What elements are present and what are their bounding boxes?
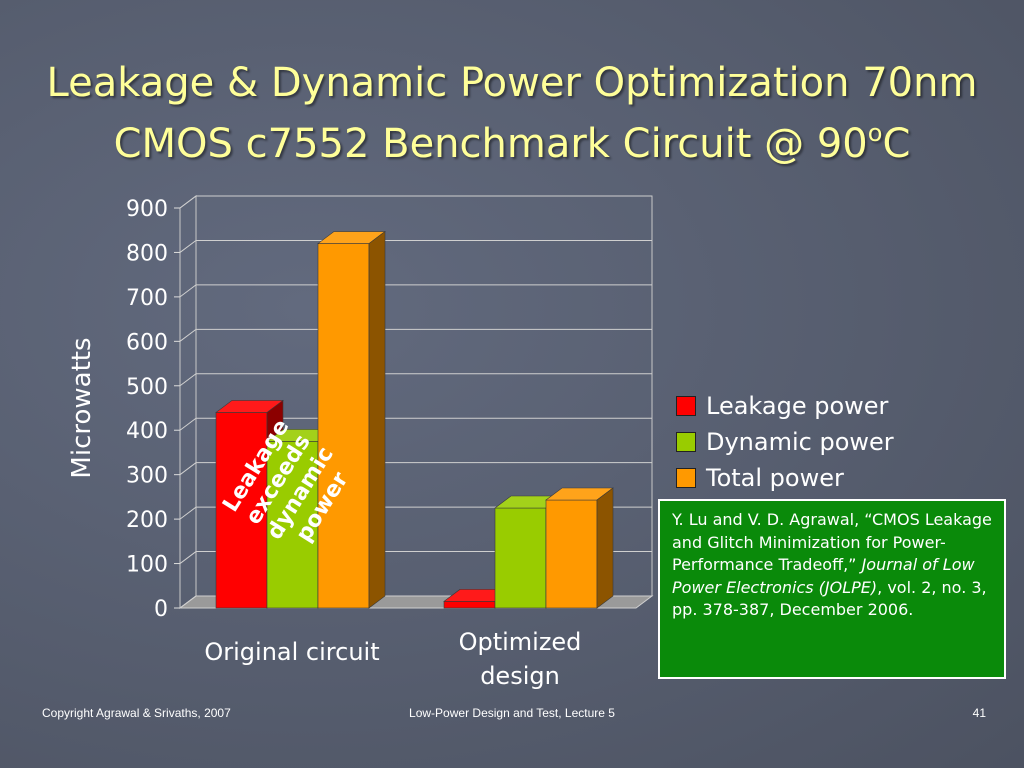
bar-original-dynamic (266, 441, 319, 609)
legend-item-dynamic: Dynamic power (676, 424, 894, 460)
legend-swatch-dynamic (676, 432, 696, 452)
title-line-2: CMOS c7552 Benchmark Circuit @ 90oC (0, 108, 1024, 169)
y-axis-label: Microwatts (67, 337, 97, 478)
page-number: 41 (972, 706, 986, 720)
citation-authors-title: Y. Lu and V. D. Agrawal, “CMOS Leakage a… (672, 510, 992, 574)
x-category-label-0: Original circuit (204, 638, 379, 666)
y-tick-label-300: 300 (126, 464, 168, 489)
plot-side-wall (179, 195, 197, 609)
legend-label-leakage: Leakage power (706, 392, 889, 420)
x-category-label-1-line-1: design (480, 662, 560, 690)
footer-copyright: Copyright Agrawal & Srivaths, 2007 (42, 706, 231, 720)
bar-side-optimized-total (596, 487, 614, 609)
y-tick-label-400: 400 (126, 419, 168, 444)
y-tick-label-700: 700 (126, 286, 168, 311)
citation-journal: Journal of Low Power Electronics (JOLPE) (672, 555, 975, 597)
bar-optimized-total (545, 499, 598, 609)
chart-legend: Leakage power Dynamic power Total power (676, 388, 894, 496)
title-line-2-text: CMOS c7552 Benchmark Circuit @ 90 (113, 121, 868, 167)
legend-label-total: Total power (706, 464, 844, 492)
citation-details: , vol. 2, no. 3, pp. 378-387, December 2… (672, 577, 987, 620)
y-tick-label-200: 200 (126, 508, 168, 533)
bar-side-original-total (368, 230, 386, 609)
gridline-600 (179, 328, 652, 342)
slide-title: Leakage & Dynamic Power Optimization 70n… (0, 58, 1024, 169)
gridline-700 (179, 284, 652, 298)
bar-optimized-leakage (443, 601, 496, 609)
y-tick-label-600: 600 (126, 330, 168, 355)
gridline-300 (179, 462, 652, 476)
y-tick-label-100: 100 (126, 553, 168, 578)
y-tick-label-800: 800 (126, 241, 168, 266)
legend-swatch-total (676, 468, 696, 488)
legend-swatch-leakage (676, 396, 696, 416)
gridline-800 (179, 239, 652, 253)
degree-superscript: o (867, 119, 883, 147)
y-tick-label-0: 0 (154, 597, 168, 622)
legend-label-dynamic: Dynamic power (706, 428, 894, 456)
bar-original-leakage (215, 412, 268, 609)
bar-original-total (317, 243, 370, 609)
title-unit: C (882, 121, 911, 167)
gridline-500 (179, 373, 652, 387)
x-category-label-1-line-0: Optimized (459, 628, 582, 656)
citation-box: Y. Lu and V. D. Agrawal, “CMOS Leakage a… (658, 499, 1006, 679)
legend-item-leakage: Leakage power (676, 388, 894, 424)
legend-item-total: Total power (676, 460, 894, 496)
bar-optimized-dynamic (494, 507, 547, 609)
gridline-400 (179, 417, 652, 431)
title-line-1: Leakage & Dynamic Power Optimization 70n… (46, 60, 978, 106)
y-tick-label-900: 900 (126, 197, 168, 222)
gridline-900 (179, 195, 652, 209)
footer-lecture-title: Low-Power Design and Test, Lecture 5 (409, 706, 615, 720)
y-tick-label-500: 500 (126, 375, 168, 400)
